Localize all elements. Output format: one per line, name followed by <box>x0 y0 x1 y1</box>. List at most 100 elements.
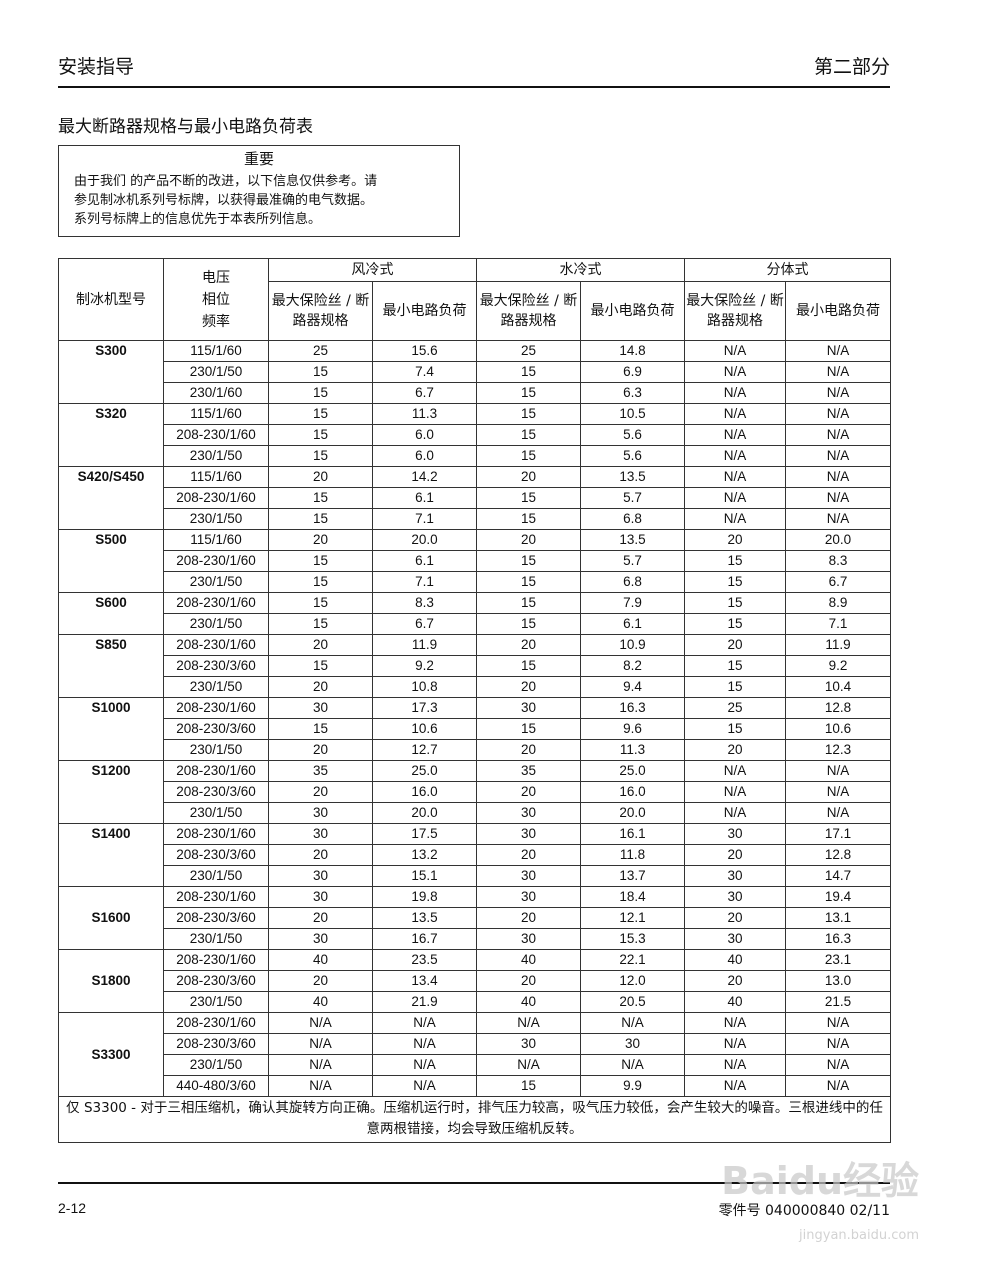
value-cell: 15 <box>684 592 786 614</box>
voltage-cell: 230/1/50 <box>163 1054 269 1076</box>
value-cell: 16.3 <box>580 697 685 719</box>
value-cell: 16.1 <box>580 823 685 845</box>
value-cell: 10.6 <box>785 718 891 740</box>
value-cell: 12.8 <box>785 844 891 866</box>
value-cell: 12.0 <box>580 970 685 992</box>
value-cell: 11.3 <box>580 739 685 761</box>
value-cell: 15 <box>268 613 373 635</box>
value-cell: 6.0 <box>372 424 477 446</box>
part-number: 零件号 040000840 02/11 <box>718 1203 890 1219</box>
value-cell: 20 <box>268 739 373 761</box>
header-max-fuse: 最大保险丝 / 断路器规格 <box>268 281 373 341</box>
value-cell: N/A <box>785 760 891 782</box>
value-cell: 13.5 <box>580 529 685 551</box>
value-cell: 10.6 <box>372 718 477 740</box>
notice-heading: 重要 <box>243 150 274 168</box>
value-cell: 17.1 <box>785 823 891 845</box>
value-cell: 15 <box>476 445 581 467</box>
baidu-watermark-url: jingyan.baidu.com <box>799 1228 919 1243</box>
value-cell: 20 <box>268 529 373 551</box>
value-cell: N/A <box>684 508 786 530</box>
header-min-circuit: 最小电路负荷 <box>372 281 477 341</box>
value-cell: N/A <box>785 382 891 404</box>
value-cell: 15 <box>684 676 786 698</box>
value-cell: 17.3 <box>372 697 477 719</box>
voltage-cell: 230/1/50 <box>163 613 269 635</box>
value-cell: 20 <box>268 634 373 656</box>
value-cell: 8.3 <box>372 592 477 614</box>
value-cell: 30 <box>580 1033 685 1055</box>
voltage-cell: 230/1/50 <box>163 739 269 761</box>
value-cell: 30 <box>684 865 786 887</box>
value-cell: 30 <box>476 823 581 845</box>
table-row: 230/1/50 15 7.1 15 6.8 N/A N/A <box>59 508 891 530</box>
value-cell: 30 <box>684 928 786 950</box>
value-cell: 6.9 <box>580 361 685 383</box>
value-cell: 15 <box>268 655 373 677</box>
header-model: 制冰机型号 <box>58 258 164 341</box>
value-cell: 20.0 <box>372 529 477 551</box>
value-cell: 15 <box>268 508 373 530</box>
value-cell: 15 <box>268 550 373 572</box>
voltage-cell: 208-230/1/60 <box>163 823 269 845</box>
value-cell: 14.2 <box>372 466 477 488</box>
value-cell: 15 <box>476 361 581 383</box>
voltage-cell: 208-230/1/60 <box>163 424 269 446</box>
value-cell: N/A <box>580 1012 685 1034</box>
table-row: S600 208-230/1/60 15 8.3 15 7.9 15 8.9 <box>58 592 891 635</box>
value-cell: 20 <box>684 634 786 656</box>
value-cell: 35 <box>268 760 373 782</box>
value-cell: N/A <box>268 1012 373 1034</box>
header-min-circuit: 最小电路负荷 <box>785 281 891 341</box>
model-cell: S850 <box>58 634 164 698</box>
voltage-cell: 115/1/60 <box>163 340 269 362</box>
value-cell: 20 <box>684 529 786 551</box>
value-cell: 6.1 <box>372 550 477 572</box>
voltage-cell: 230/1/50 <box>163 445 269 467</box>
table-row: 230/1/50 30 16.7 30 15.3 30 16.3 <box>59 928 891 950</box>
table-row: 208-230/3/60 20 13.2 20 11.8 20 12.8 <box>59 844 891 866</box>
value-cell: 30 <box>268 865 373 887</box>
voltage-cell: 208-230/1/60 <box>163 760 269 782</box>
value-cell: 30 <box>476 865 581 887</box>
value-cell: 15 <box>476 718 581 740</box>
value-cell: 20 <box>268 466 373 488</box>
notice-line: 系列号标牌上的信息优先于本表所列信息。 <box>74 212 322 227</box>
value-cell: 10.4 <box>785 676 891 698</box>
value-cell: 15 <box>476 592 581 614</box>
value-cell: 8.9 <box>785 592 891 614</box>
model-cell: S1200 <box>58 760 164 824</box>
value-cell: 15 <box>476 382 581 404</box>
page-number: 2-12 <box>58 1200 87 1216</box>
voltage-cell: 208-230/1/60 <box>163 886 269 908</box>
voltage-cell: 115/1/60 <box>163 403 269 425</box>
voltage-cell: 208-230/1/60 <box>163 949 269 971</box>
value-cell: 15 <box>684 718 786 740</box>
value-cell: 15 <box>684 655 786 677</box>
value-cell: N/A <box>785 781 891 803</box>
table-row: S1400 208-230/1/60 30 17.5 30 16.1 30 17.1 <box>58 823 891 887</box>
value-cell: N/A <box>684 466 786 488</box>
value-cell: N/A <box>785 1012 891 1034</box>
value-cell: 20 <box>476 466 581 488</box>
value-cell: 13.7 <box>580 865 685 887</box>
voltage-cell: 230/1/50 <box>163 991 269 1013</box>
value-cell: 35 <box>476 760 581 782</box>
table-row: 208-230/3/60 N/A N/A 30 30 N/A N/A <box>59 1033 891 1055</box>
important-notice: 重要 由于我们 的产品不断的改进，以下信息仅供参考。请 参见制冰机系列号标牌，以… <box>58 145 460 237</box>
value-cell: 11.3 <box>372 403 477 425</box>
table-row: S420/S450 115/1/60 20 14.2 20 13.5 N/A N/A <box>58 466 891 530</box>
value-cell: 20 <box>268 907 373 929</box>
table-row: S3300 208-230/1/60 N/A N/A N/A N/A N/A N/A <box>58 1012 891 1097</box>
value-cell: 16.7 <box>372 928 477 950</box>
value-cell: 15 <box>684 571 786 593</box>
value-cell: N/A <box>785 802 891 824</box>
voltage-cell: 230/1/50 <box>163 361 269 383</box>
voltage-cell: 208-230/1/60 <box>163 1012 269 1034</box>
value-cell: 15 <box>476 1075 581 1097</box>
value-cell: 12.3 <box>785 739 891 761</box>
value-cell: 25 <box>268 340 373 362</box>
value-cell: 11.8 <box>580 844 685 866</box>
value-cell: N/A <box>684 361 786 383</box>
value-cell: 15 <box>476 403 581 425</box>
